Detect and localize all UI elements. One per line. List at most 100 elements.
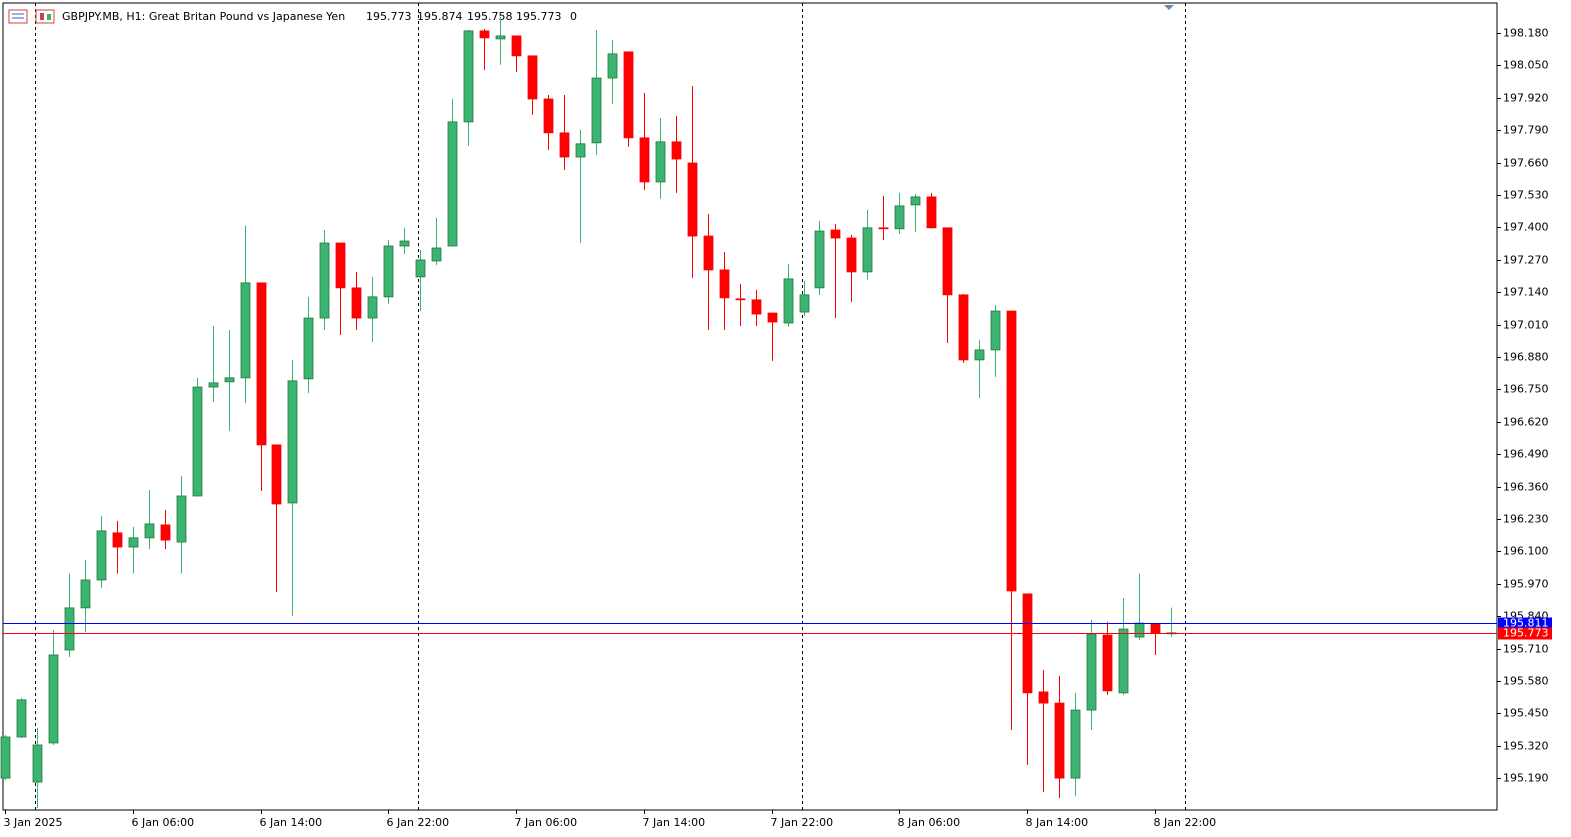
candle-body — [990, 310, 1001, 351]
header-icons — [8, 9, 55, 24]
candle-body — [623, 51, 634, 139]
y-tick-label: 198.050 — [1503, 59, 1549, 72]
candle-body — [639, 137, 650, 183]
candle-body — [1038, 691, 1049, 704]
icon-bar — [40, 13, 44, 20]
candle-body — [783, 278, 794, 324]
candle-body — [208, 382, 219, 388]
icon[interactable] — [8, 9, 28, 24]
y-tick-label: 198.180 — [1503, 27, 1549, 40]
candle-body — [1118, 628, 1129, 694]
candle-body — [463, 30, 474, 123]
candle-body — [591, 77, 602, 144]
candle-body — [1022, 593, 1033, 694]
header-high: 195.874 — [417, 10, 463, 23]
y-tick-label: 196.490 — [1503, 448, 1549, 461]
candle-body — [383, 245, 394, 298]
candle-body — [399, 240, 410, 247]
y-tick-label: 197.660 — [1503, 157, 1549, 170]
y-tick-label: 195.190 — [1503, 772, 1549, 785]
candle-body — [303, 317, 314, 380]
header-open: 195.773 — [366, 10, 412, 23]
candle-body — [607, 53, 618, 79]
price-label: 195.811 — [1503, 617, 1549, 630]
candle-body — [64, 607, 75, 651]
header-close: 195.773 — [516, 10, 562, 23]
candle-body — [527, 55, 538, 100]
candle-body — [1054, 702, 1065, 779]
y-tick-label: 195.970 — [1503, 578, 1549, 591]
y-tick-label: 197.920 — [1503, 92, 1549, 105]
candle-body — [511, 35, 522, 57]
candle-body — [942, 227, 953, 296]
candle-body — [271, 444, 282, 505]
candle-body — [319, 242, 330, 319]
candle-body — [1086, 633, 1097, 711]
candle-body — [144, 523, 155, 539]
candle-body — [1006, 310, 1017, 592]
y-tick-label: 196.880 — [1503, 351, 1549, 364]
candle-body — [735, 298, 746, 301]
x-tick-label: 7 Jan 06:00 — [515, 816, 578, 829]
candle-body — [160, 524, 171, 541]
x-tick-label: 7 Jan 14:00 — [643, 816, 706, 829]
candle-body — [367, 296, 378, 319]
candle-body — [112, 532, 123, 548]
candle-body — [96, 530, 107, 581]
price-label: 195.773 — [1503, 627, 1549, 640]
x-tick-label: 8 Jan 14:00 — [1026, 816, 1089, 829]
y-tick-label: 197.400 — [1503, 221, 1549, 234]
candle-body — [240, 282, 251, 379]
candle-body — [703, 235, 714, 271]
candle-body — [128, 537, 139, 548]
candle-body — [351, 287, 362, 319]
shift-marker[interactable] — [1164, 5, 1174, 10]
candle-body — [431, 247, 442, 262]
period-separators — [35, 3, 1186, 810]
candle-body — [814, 230, 825, 289]
candle-body — [48, 654, 59, 744]
header-volume: 0 — [570, 10, 577, 23]
y-tick-label: 197.790 — [1503, 124, 1549, 137]
candle-body — [846, 237, 857, 273]
candle-body — [687, 162, 698, 237]
candle-body — [958, 294, 969, 361]
candle-body — [176, 495, 187, 543]
candle-body — [894, 205, 905, 230]
candle-body — [751, 299, 762, 315]
candle-body — [447, 121, 458, 247]
y-tick-label: 196.230 — [1503, 513, 1549, 526]
price-label-box — [1498, 627, 1552, 640]
candle-body — [719, 269, 730, 299]
candle-body — [1102, 634, 1113, 692]
candle-body — [1070, 709, 1081, 779]
candle-body — [974, 349, 985, 361]
icon[interactable] — [35, 9, 55, 24]
candle-body — [910, 196, 921, 206]
candle-body — [878, 227, 889, 230]
x-tick-label: 8 Jan 22:00 — [1154, 816, 1217, 829]
candle-body — [415, 259, 426, 278]
x-tick-label: 8 Jan 06:00 — [898, 816, 961, 829]
candle-body — [287, 380, 298, 504]
candle-body — [479, 30, 490, 39]
chart-title: GBPJPY.MB, H1: Great Britan Pound vs Jap… — [62, 10, 345, 23]
header-low: 195.758 — [467, 10, 513, 23]
plot-frame — [2, 2, 1498, 811]
candle-body — [224, 377, 235, 383]
y-tick-label: 195.450 — [1503, 707, 1549, 720]
x-tick-label: 6 Jan 22:00 — [387, 816, 450, 829]
candle-body — [32, 744, 43, 783]
x-tick-label: 3 Jan 2025 — [4, 816, 63, 829]
y-tick-label: 197.270 — [1503, 254, 1549, 267]
candle-body — [495, 35, 506, 40]
x-tick-label: 6 Jan 06:00 — [132, 816, 195, 829]
y-tick-label: 197.530 — [1503, 189, 1549, 202]
candle-body — [16, 699, 27, 738]
y-tick-label: 195.710 — [1503, 643, 1549, 656]
candle-body — [767, 312, 778, 323]
x-tick-label: 6 Jan 14:00 — [260, 816, 323, 829]
y-tick-label: 196.750 — [1503, 383, 1549, 396]
icon-bar — [47, 14, 51, 20]
candle-body — [256, 282, 267, 446]
